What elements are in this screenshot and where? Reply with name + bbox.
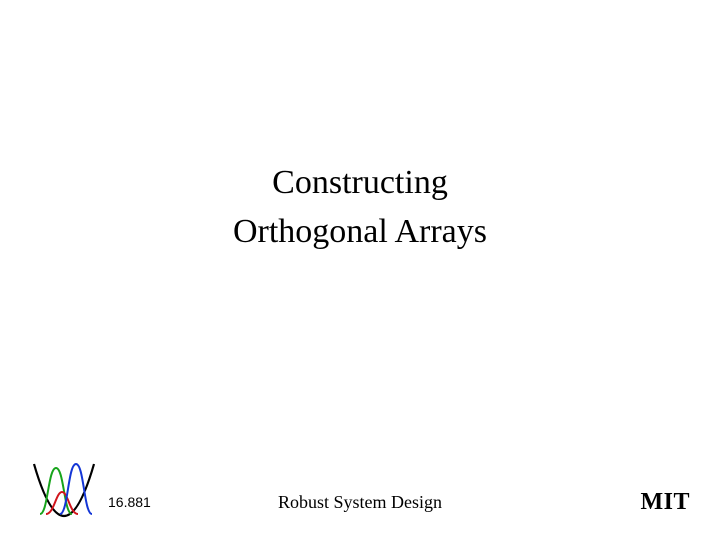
title-line-1: Constructing	[0, 158, 720, 207]
slide-title: Constructing Orthogonal Arrays	[0, 158, 720, 257]
title-line-2: Orthogonal Arrays	[0, 207, 720, 256]
footer-right-text: MIT	[641, 489, 691, 516]
footer-center-text: Robust System Design	[0, 492, 720, 513]
slide-footer: 16.881 Robust System Design MIT	[0, 448, 720, 518]
